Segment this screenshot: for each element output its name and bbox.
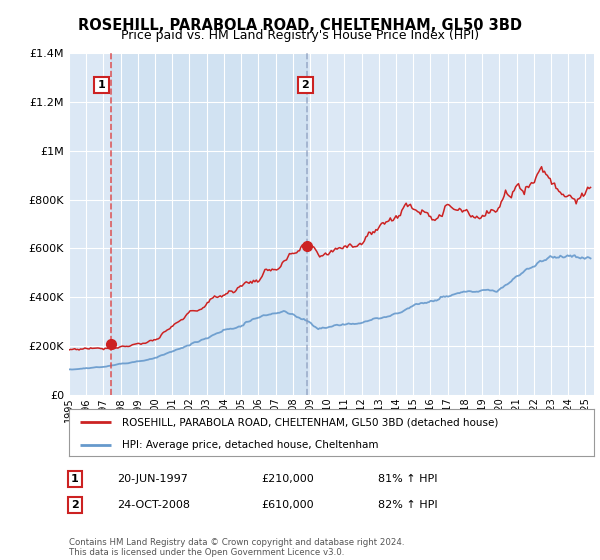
Text: £210,000: £210,000 <box>261 474 314 484</box>
Text: HPI: Average price, detached house, Cheltenham: HPI: Average price, detached house, Chel… <box>121 440 378 450</box>
Text: 1: 1 <box>71 474 79 484</box>
Text: Price paid vs. HM Land Registry's House Price Index (HPI): Price paid vs. HM Land Registry's House … <box>121 29 479 42</box>
Text: 24-OCT-2008: 24-OCT-2008 <box>117 500 190 510</box>
Text: ROSEHILL, PARABOLA ROAD, CHELTENHAM, GL50 3BD (detached house): ROSEHILL, PARABOLA ROAD, CHELTENHAM, GL5… <box>121 417 498 427</box>
Text: ROSEHILL, PARABOLA ROAD, CHELTENHAM, GL50 3BD: ROSEHILL, PARABOLA ROAD, CHELTENHAM, GL5… <box>78 18 522 33</box>
Text: 2: 2 <box>71 500 79 510</box>
Text: 1: 1 <box>98 80 106 90</box>
Text: £610,000: £610,000 <box>261 500 314 510</box>
Text: 81% ↑ HPI: 81% ↑ HPI <box>378 474 437 484</box>
Bar <box>112 53 307 395</box>
Text: 82% ↑ HPI: 82% ↑ HPI <box>378 500 437 510</box>
Text: 20-JUN-1997: 20-JUN-1997 <box>117 474 188 484</box>
Text: Contains HM Land Registry data © Crown copyright and database right 2024.
This d: Contains HM Land Registry data © Crown c… <box>69 538 404 557</box>
Text: 2: 2 <box>302 80 309 90</box>
